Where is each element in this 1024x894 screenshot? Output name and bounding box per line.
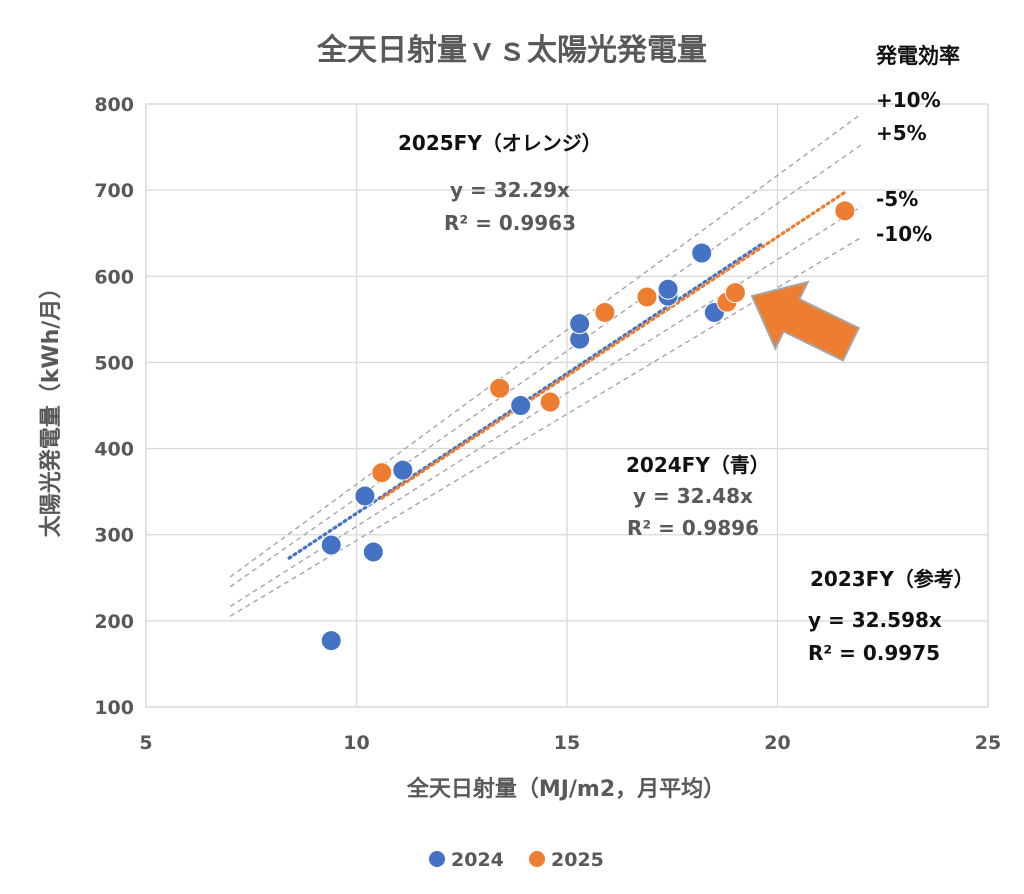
- y-tick-label: 600: [94, 266, 134, 288]
- y-tick-label: 400: [94, 439, 134, 461]
- tick-labels: 100 200 300 400 500 600 700 800 5 10 15 20 25: [94, 94, 1001, 754]
- x-tick-label: 25: [975, 732, 1001, 754]
- point-2024: [362, 541, 384, 563]
- fy2023-r2: R² = 0.9975: [808, 641, 940, 665]
- point-2024: [392, 459, 414, 481]
- fy2025-equation: y = 32.29x: [450, 178, 570, 202]
- chart-title: 全天日射量ｖｓ太陽光発電量: [316, 33, 707, 68]
- fy2023-equation: y = 32.598x: [808, 608, 942, 632]
- point-2025: [834, 200, 856, 222]
- point-2024: [691, 242, 713, 264]
- legend-marker-2025: [529, 851, 545, 867]
- trend-line-2025: [380, 190, 847, 500]
- point-2025: [636, 286, 658, 308]
- y-tick-label: 200: [94, 611, 134, 633]
- y-tick-label: 700: [94, 180, 134, 202]
- efficiency-header: 発電効率: [875, 44, 960, 68]
- point-2025: [371, 462, 393, 484]
- fy2024-r2: R² = 0.9896: [627, 516, 759, 540]
- y-tick-label: 800: [94, 94, 134, 116]
- point-2024: [354, 485, 376, 507]
- fy2025-title: 2025FY（オレンジ）: [398, 131, 602, 155]
- efficiency-label-plus10: +10%: [876, 88, 941, 112]
- y-tick-label: 500: [94, 352, 134, 374]
- point-2025: [539, 391, 561, 413]
- point-2024: [320, 534, 342, 556]
- efficiency-label-plus5: +5%: [876, 121, 927, 145]
- efficiency-reference-line: [229, 113, 863, 578]
- x-tick-label: 15: [554, 732, 580, 754]
- x-tick-label: 20: [764, 732, 790, 754]
- y-tick-label: 300: [94, 525, 134, 547]
- point-2024: [510, 395, 532, 416]
- x-tick-label: 10: [343, 732, 369, 754]
- x-axis-label: 全天日射量（MJ/m2，月平均）: [406, 776, 725, 802]
- point-2024: [569, 313, 591, 335]
- y-tick-label: 100: [94, 697, 134, 719]
- legend-label-2024: 2024: [451, 849, 504, 871]
- legend-marker-2024: [429, 851, 445, 867]
- data-points: [320, 200, 856, 652]
- point-2024: [657, 278, 679, 300]
- fy2023-title: 2023FY（参考）: [810, 567, 974, 591]
- legend-label-2025: 2025: [551, 849, 604, 871]
- fy2024-title: 2024FY（青）: [626, 453, 770, 477]
- highlight-arrow: [750, 280, 861, 362]
- x-tick-label: 5: [139, 732, 152, 754]
- point-2025: [724, 282, 746, 304]
- efficiency-reference-line: [229, 143, 863, 588]
- efficiency-label-minus10: -10%: [876, 222, 932, 246]
- fy2025-r2: R² = 0.9963: [444, 211, 576, 235]
- point-2025: [489, 377, 511, 399]
- efficiency-label-minus5: -5%: [876, 187, 918, 211]
- fy2024-equation: y = 32.48x: [633, 484, 753, 508]
- point-2024: [320, 630, 342, 652]
- plot-area-border: [145, 103, 989, 708]
- plot-border: [145, 103, 989, 708]
- y-axis-label: 太陽光発電量（kWh/月）: [39, 277, 64, 538]
- legend: 2024 2025: [429, 849, 604, 871]
- point-2025: [594, 301, 616, 323]
